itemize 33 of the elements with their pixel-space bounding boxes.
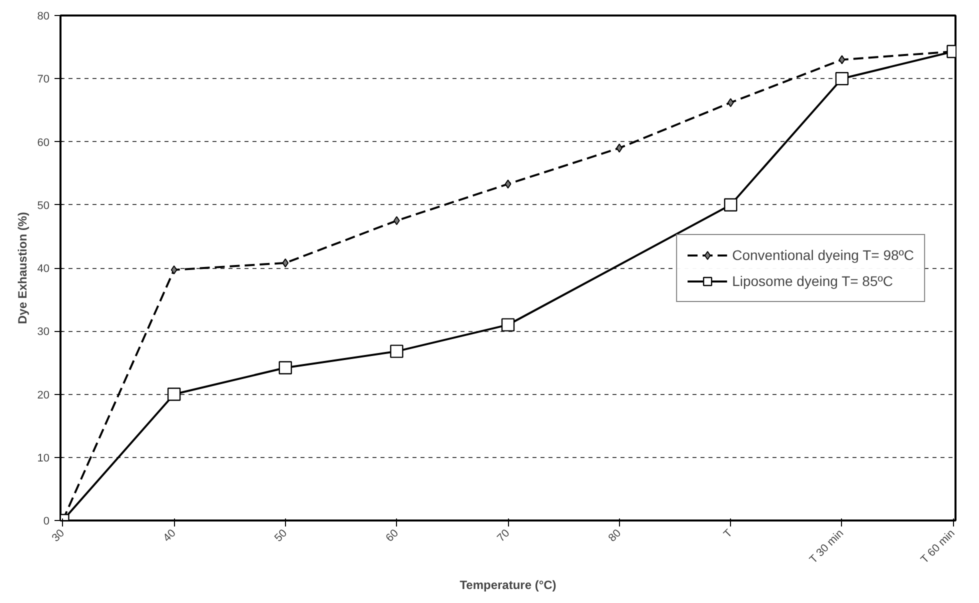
point xyxy=(727,98,734,108)
x-tick-label: 80 xyxy=(606,527,624,544)
point xyxy=(390,344,404,358)
point xyxy=(724,198,738,212)
y-tick-label: 10 xyxy=(37,452,50,464)
legend-label: Conventional dyeing T= 98ºC xyxy=(732,246,914,262)
y-tick-label: 40 xyxy=(37,263,50,275)
point xyxy=(282,258,289,268)
x-tick-label: T 30 min xyxy=(807,527,846,566)
y-tick-label: 60 xyxy=(37,136,50,149)
y-axis-title: Dye Exhaustion (%) xyxy=(15,212,30,324)
x-tick-label: T xyxy=(722,527,736,540)
y-tick-label: 80 xyxy=(37,10,50,22)
point xyxy=(835,72,849,86)
x-tick-label: 50 xyxy=(272,527,290,544)
x-axis-title: Temperature (°C) xyxy=(460,578,556,592)
point xyxy=(501,318,515,332)
x-tick-label: T 60 min xyxy=(918,527,958,566)
x-tick-label: 70 xyxy=(495,527,512,544)
point xyxy=(167,388,181,401)
y-tick-label: 20 xyxy=(37,389,50,402)
y-tick-label: 0 xyxy=(43,516,50,528)
point xyxy=(278,361,292,374)
point xyxy=(170,265,178,274)
x-tick-label: 60 xyxy=(384,527,401,544)
legend-label: Liposome dyeing T= 85ºC xyxy=(732,272,893,288)
x-tick-label: 30 xyxy=(50,527,67,544)
y-tick-label: 50 xyxy=(37,200,50,212)
x-tick-label: 40 xyxy=(161,527,178,544)
point xyxy=(504,180,512,189)
y-tick-label: 70 xyxy=(37,74,50,86)
point xyxy=(838,55,846,64)
y-tick-label: 30 xyxy=(37,326,50,338)
